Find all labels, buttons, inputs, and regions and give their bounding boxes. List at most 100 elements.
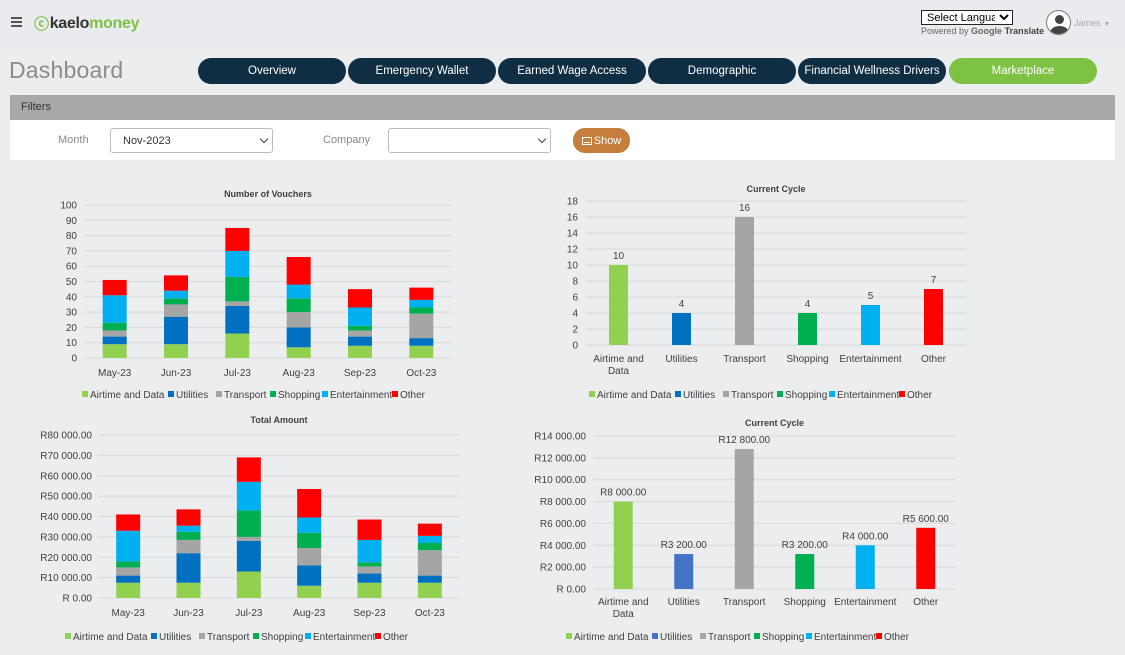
bar-segment <box>409 338 434 346</box>
bar-segment <box>297 532 322 549</box>
top-bar: ⓒ kaelo money Select Language Powered by … <box>0 0 1125 48</box>
bar <box>855 545 875 589</box>
tab-emergency-wallet[interactable]: Emergency Wallet <box>348 58 496 84</box>
x-tick-label: Utilities <box>665 354 697 365</box>
x-tick-label: Transport <box>723 597 766 608</box>
bar-segment <box>286 257 311 285</box>
avatar[interactable] <box>1046 10 1071 35</box>
bar <box>735 217 754 345</box>
legend-swatch <box>168 391 174 397</box>
bar-segment <box>164 290 188 299</box>
y-tick-label: R12 000.00 <box>534 453 586 464</box>
y-tick-label: 16 <box>567 213 579 224</box>
show-button[interactable]: Show <box>573 128 630 153</box>
y-tick-label: R2 000.00 <box>540 563 587 574</box>
bar-segment <box>225 305 250 334</box>
legend-swatch <box>322 391 328 397</box>
bar <box>795 554 815 589</box>
menu-icon[interactable] <box>11 17 22 27</box>
bar-segment <box>164 275 188 291</box>
y-tick-label: R4 000.00 <box>540 541 587 552</box>
chart-icon <box>581 136 592 145</box>
tab-marketplace[interactable]: Marketplace <box>949 58 1097 84</box>
bar-segment <box>116 514 141 531</box>
legend-swatch <box>392 391 398 397</box>
bar <box>609 265 628 345</box>
translate-link[interactable]: Translate <box>1004 26 1045 36</box>
bar-segment <box>225 333 250 358</box>
tab-demographic[interactable]: Demographic <box>648 58 796 84</box>
y-tick-label: R10 000.00 <box>534 475 586 486</box>
bar-segment <box>286 284 311 299</box>
x-tick-label: Shopping <box>786 354 828 365</box>
x-tick-label: Jul-23 <box>235 608 263 619</box>
data-label: 5 <box>868 291 874 302</box>
data-label: R8 000.00 <box>600 488 647 499</box>
y-tick-label: R20 000.00 <box>40 553 92 564</box>
tab-overview[interactable]: Overview <box>198 58 346 84</box>
bar-segment <box>297 548 322 566</box>
logo[interactable]: ⓒ kaelo money <box>34 13 140 34</box>
y-tick-label: R8 000.00 <box>540 497 587 508</box>
y-tick-label: R50 000.00 <box>40 492 92 503</box>
bar-segment <box>102 344 127 358</box>
chart-current-cycle-amount: Current Cycle R 0.00 R2 000.00 R4 000.00 R6 … <box>534 418 956 643</box>
legend-label: Transport <box>708 632 751 643</box>
tab-financial-wellness-drivers[interactable]: Financial Wellness Drivers <box>798 58 946 84</box>
bar-segment <box>409 313 434 339</box>
bar-segment <box>417 535 442 543</box>
language-select[interactable]: Select Language <box>921 10 1013 25</box>
legend-swatch <box>723 391 729 397</box>
filters-panel: Month Nov-2023 Company Show <box>10 120 1115 160</box>
bar <box>798 313 817 345</box>
x-tick-label: Aug-23 <box>293 608 326 619</box>
legend-swatch <box>589 391 595 397</box>
bar-segment <box>236 571 261 598</box>
chart-title: Number of Vouchers <box>224 189 312 199</box>
bar-segment <box>176 539 201 554</box>
data-label: R5 600.00 <box>903 514 950 525</box>
legend-swatch <box>65 633 71 639</box>
bar-segment <box>286 327 311 348</box>
x-tick-label: Entertainment <box>839 354 901 365</box>
user-menu[interactable]: James ▼ <box>1074 18 1110 28</box>
bar <box>916 527 936 589</box>
y-tick-label: R40 000.00 <box>40 512 92 523</box>
bar-segment <box>417 575 442 583</box>
y-tick-label: 10 <box>66 338 78 349</box>
y-tick-label: 30 <box>66 308 78 319</box>
data-label: R3 200.00 <box>782 540 829 551</box>
legend-label: Shopping <box>261 632 303 643</box>
bar-segment <box>164 316 188 345</box>
legend-label: Other <box>383 632 409 643</box>
legend-label: Transport <box>731 390 774 401</box>
page-title: Dashboard <box>9 57 124 83</box>
bar-segment <box>409 299 434 308</box>
legend-label: Airtime and Data <box>574 632 649 643</box>
y-tick-label: 4 <box>572 309 578 320</box>
y-tick-label: R70 000.00 <box>40 451 92 462</box>
chart-title: Current Cycle <box>746 184 805 194</box>
legend-label: Utilities <box>660 632 692 643</box>
legend-swatch <box>375 633 381 639</box>
legend-label: Other <box>884 632 910 643</box>
month-select-value: Nov-2023 <box>123 135 171 147</box>
legend-label: Entertainment <box>837 390 899 401</box>
bar-segment <box>236 536 261 541</box>
filters-heading: Filters <box>10 95 1115 120</box>
legend-label: Transport <box>207 632 250 643</box>
x-tick-label: Jun-23 <box>161 368 192 379</box>
x-tick-label: Utilities <box>668 597 700 608</box>
month-select[interactable]: Nov-2023 <box>110 128 273 153</box>
bar-segment <box>286 298 311 313</box>
bar-segment <box>357 573 382 583</box>
tab-earned-wage-access[interactable]: Earned Wage Access <box>498 58 646 84</box>
data-label: R4 000.00 <box>842 531 889 542</box>
month-label: Month <box>58 134 89 146</box>
company-select[interactable] <box>388 128 551 153</box>
legend-label: Entertainment <box>330 390 392 401</box>
logo-icon: ⓒ <box>34 16 49 33</box>
bar-segment <box>236 540 261 572</box>
bar-segment <box>164 298 188 305</box>
bar-segment <box>348 336 372 346</box>
